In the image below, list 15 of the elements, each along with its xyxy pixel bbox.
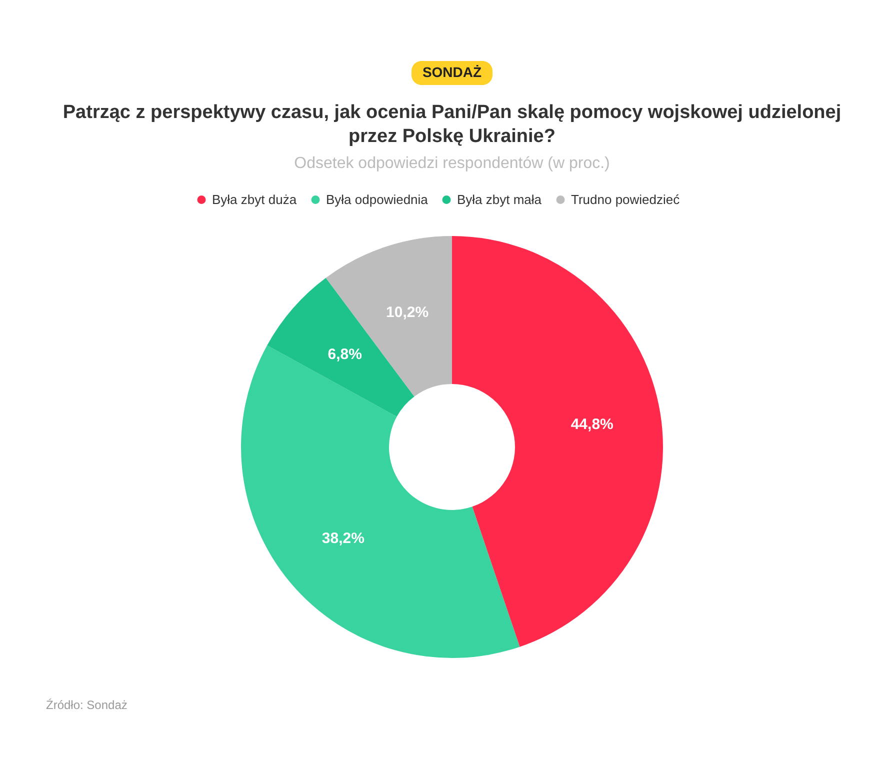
legend-label: Była zbyt mała bbox=[457, 192, 542, 207]
legend-label: Była zbyt duża bbox=[212, 192, 298, 207]
donut-slice bbox=[326, 236, 452, 396]
donut-slice bbox=[452, 236, 663, 647]
chart-title: Patrząc z perspektywy czasu, jak ocenia Pani/Pan skalę pomocy wojskowej udzielonej przez Polskę Ukrainie? bbox=[62, 102, 842, 147]
data-label: 44,8% bbox=[570, 416, 614, 433]
donut-slice bbox=[241, 345, 520, 658]
chart-subtitle: Odsetek odpowiedzi respondentów (w proc.) bbox=[294, 155, 610, 172]
text: Źródło: Sondaż bbox=[46, 698, 128, 712]
legend-label: Trudno powiedzieć bbox=[571, 192, 680, 207]
legend-label: Była odpowiednia bbox=[326, 192, 429, 207]
data-label: 6,8% bbox=[328, 346, 362, 363]
data-label: 10,2% bbox=[386, 304, 429, 322]
data-label: 38,2% bbox=[322, 530, 364, 548]
text: SONDAŻ bbox=[422, 64, 482, 80]
